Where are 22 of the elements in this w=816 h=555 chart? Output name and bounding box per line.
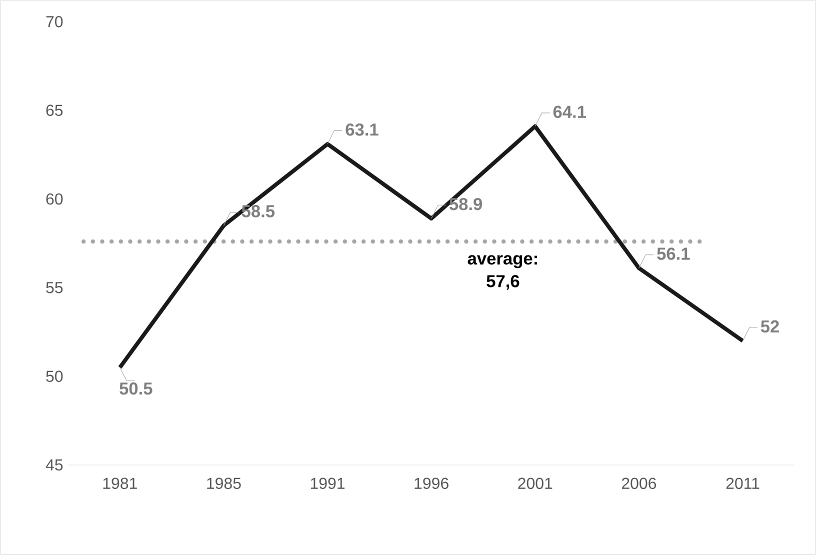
y-tick-label: 70 — [46, 16, 63, 28]
data-label: 56.1 — [657, 248, 690, 260]
data-label: 52 — [760, 320, 779, 333]
x-tick-label: 2011 — [726, 478, 760, 490]
data-label: 63.1 — [346, 123, 378, 136]
data-label: 58.5 — [242, 205, 275, 218]
ref-line-label: average: 57,6 — [468, 255, 537, 290]
x-tick-label: 1985 — [207, 478, 241, 490]
data-label: 50.5 — [120, 382, 152, 395]
data-label: 58.9 — [449, 198, 482, 210]
y-tick-label: 65 — [46, 104, 63, 116]
x-tick-label: 2006 — [622, 478, 656, 490]
x-tick-label: 1996 — [414, 478, 448, 490]
y-tick-label: 45 — [46, 459, 63, 471]
y-tick-label: 55 — [46, 282, 63, 294]
y-tick-label: 60 — [46, 193, 63, 205]
data-label: 64.1 — [553, 106, 586, 118]
x-tick-label: 1991 — [310, 478, 345, 490]
line-series — [118, 124, 745, 370]
x-tick-label: 2001 — [518, 478, 552, 490]
y-tick-label: 50 — [46, 370, 63, 382]
x-tick-label: 1981 — [103, 478, 137, 490]
